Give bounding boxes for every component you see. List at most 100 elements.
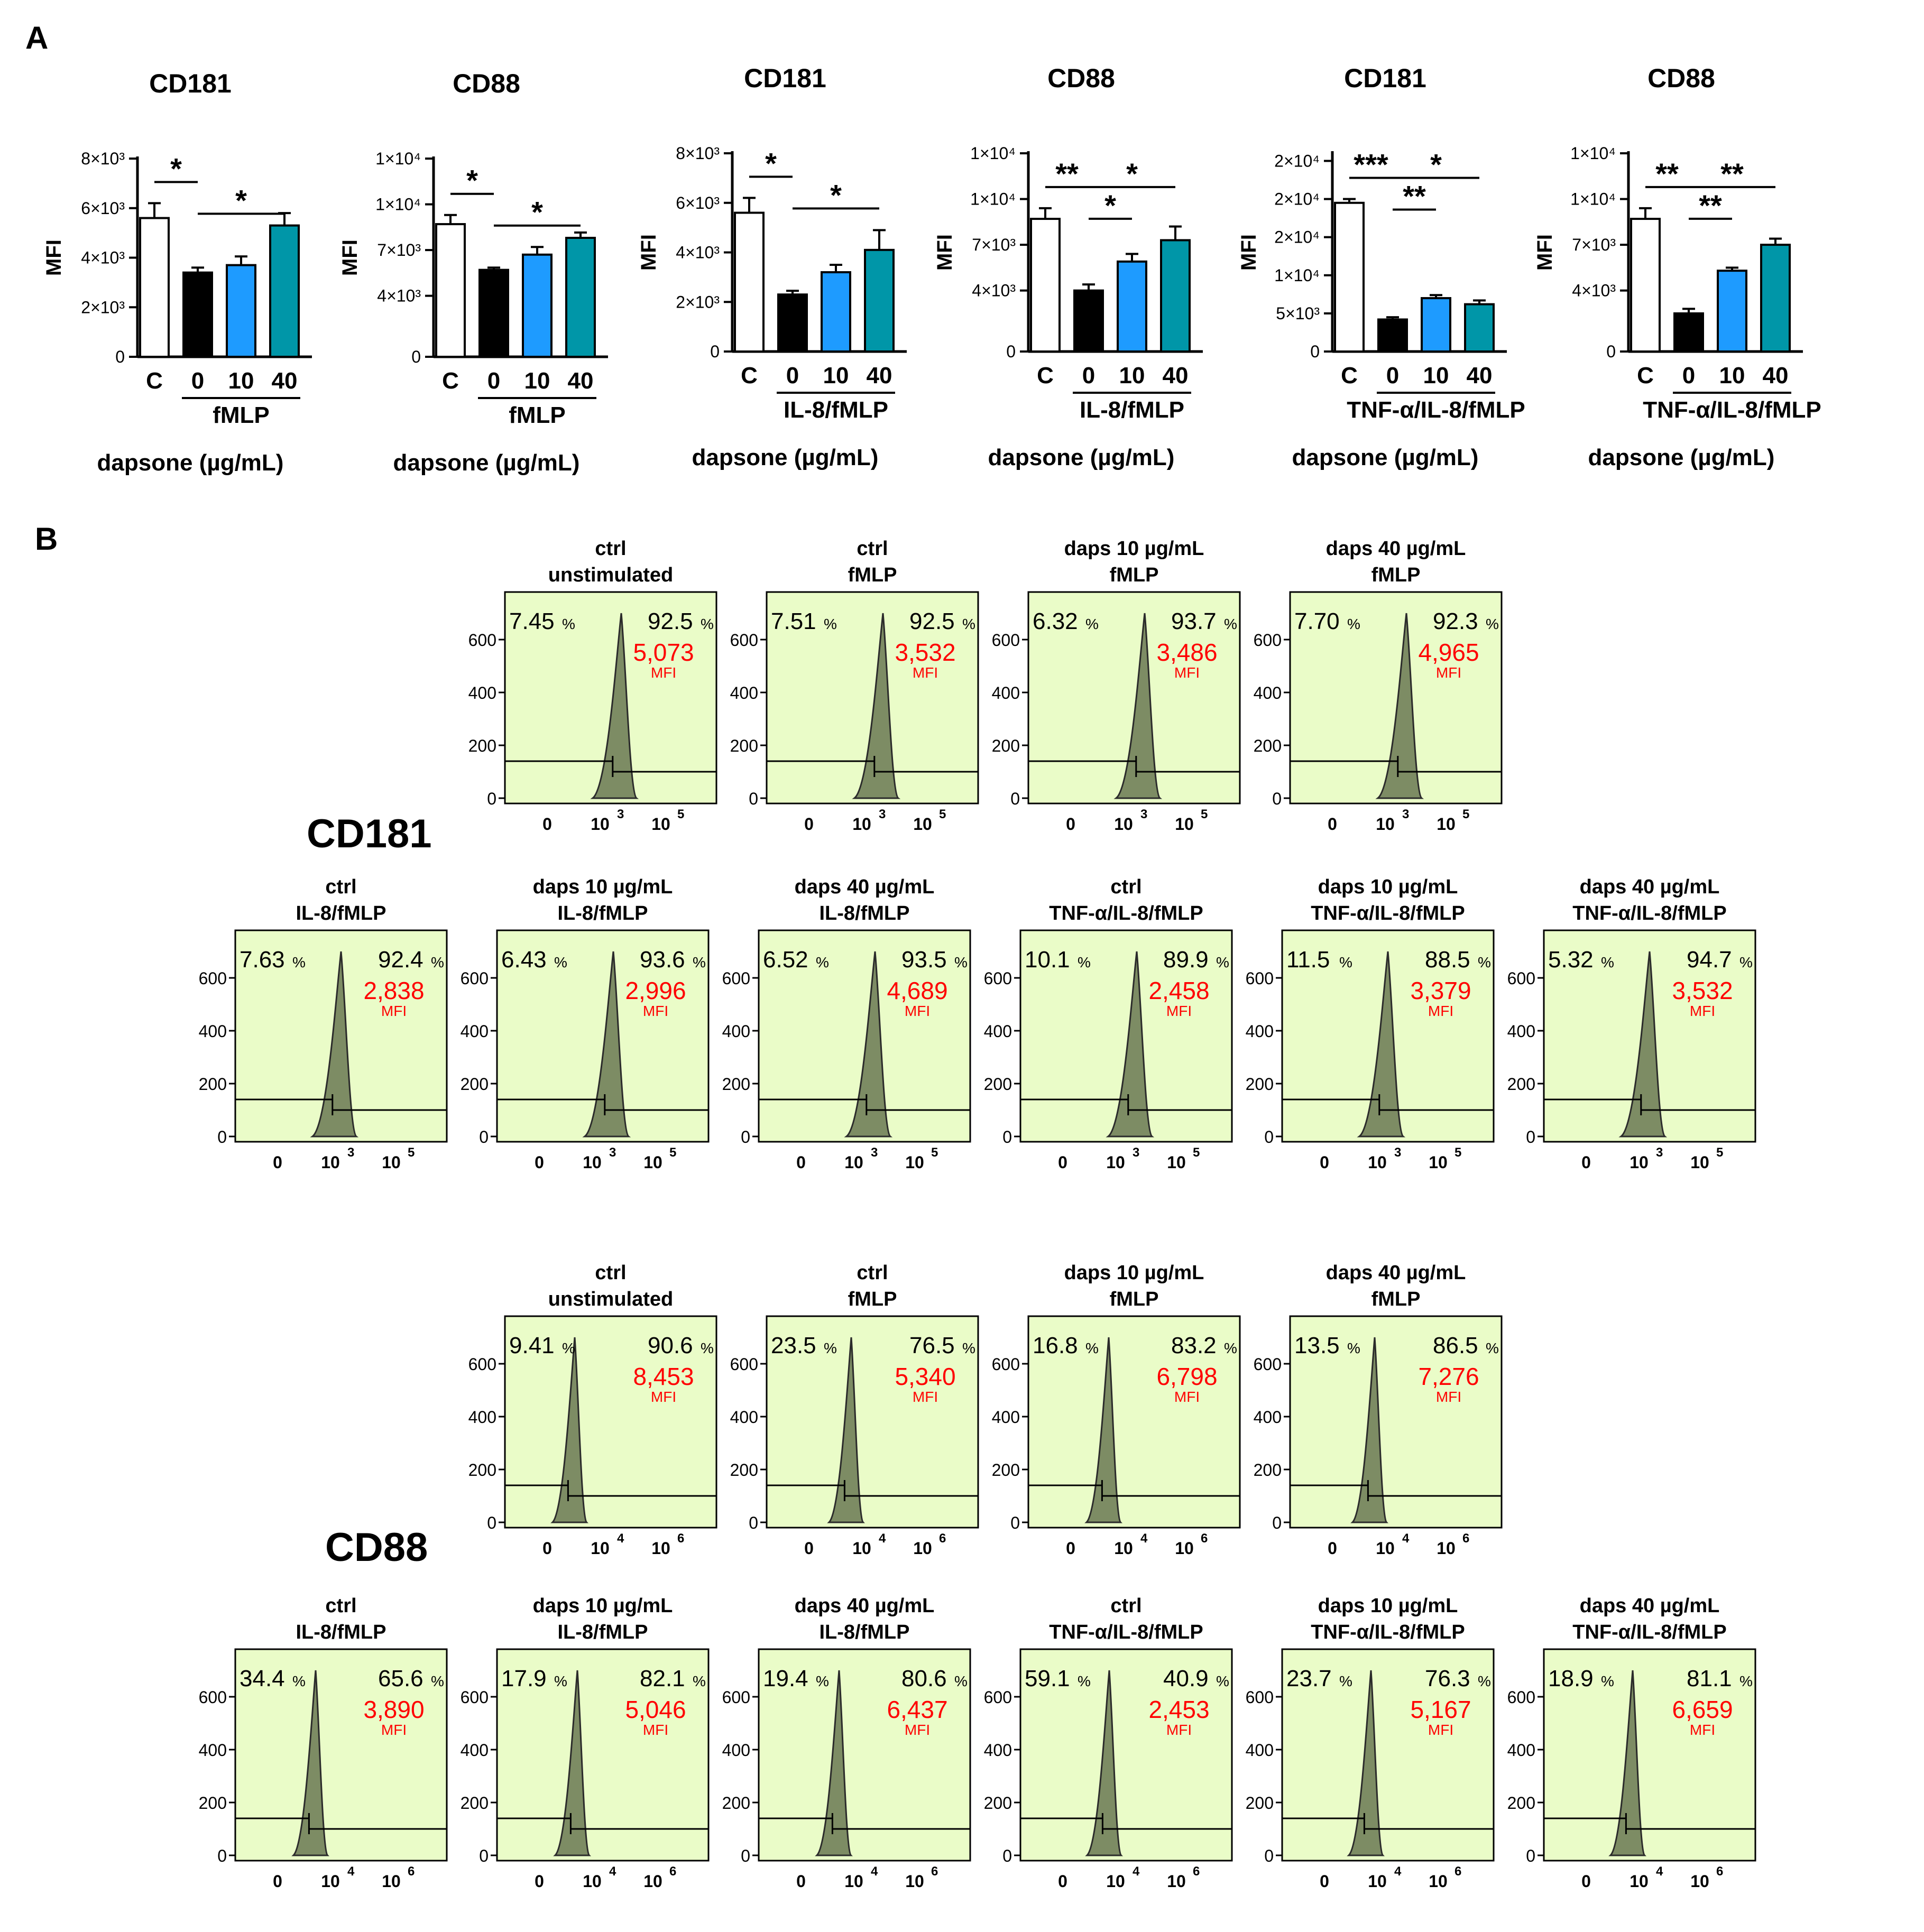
y-tick-label: 200 xyxy=(1254,736,1282,755)
x-tick-exponent: 3 xyxy=(1133,1145,1139,1160)
y-axis-label: MFI xyxy=(338,239,362,276)
histogram-title-line2: IL-8/fMLP xyxy=(296,1621,386,1643)
histogram-title-line1: daps 10 µg/mL xyxy=(1318,876,1458,898)
percent-unit: % xyxy=(1216,954,1229,970)
significance-stars: * xyxy=(830,178,842,211)
percent-unit: % xyxy=(954,1673,968,1689)
x-tick-label: 0 xyxy=(1328,1539,1337,1558)
mfi-label: MFI xyxy=(1174,1389,1200,1405)
y-tick-label: 400 xyxy=(468,683,496,702)
histogram-title-line2: fMLP xyxy=(848,1288,897,1310)
y-tick-label: 600 xyxy=(1254,631,1282,650)
x-tick-label: 10 xyxy=(1630,1153,1649,1172)
histogram-curve xyxy=(815,1670,853,1856)
y-tick-label: 4×10³ xyxy=(1572,281,1616,300)
histogram-curve xyxy=(1106,951,1155,1138)
y-tick-label: 200 xyxy=(722,1794,750,1813)
y-tick-label: 4×10³ xyxy=(377,286,421,306)
percent-unit: % xyxy=(1486,616,1499,632)
histogram-curve xyxy=(553,1670,591,1856)
group-label: fMLP xyxy=(509,402,566,428)
y-tick-label: 0 xyxy=(217,1127,227,1147)
y-tick-label: 200 xyxy=(992,1460,1020,1480)
histogram-title-line2: unstimulated xyxy=(548,1288,673,1310)
mfi-label: MFI xyxy=(643,1003,668,1019)
y-tick-label: 400 xyxy=(199,1022,227,1041)
percent-unit: % xyxy=(554,954,567,970)
y-tick-label: 600 xyxy=(1507,1688,1535,1707)
histogram-curve xyxy=(550,1337,588,1523)
x-category-label: C xyxy=(1341,363,1358,389)
percent-unit: % xyxy=(1224,616,1237,632)
histogram-title-line2: IL-8/fMLP xyxy=(558,1621,648,1643)
histogram-title-line1: ctrl xyxy=(857,1262,888,1284)
y-tick-label: 0 xyxy=(1010,1513,1020,1532)
mfi-value: 5,046 xyxy=(625,1696,686,1723)
percent-unit: % xyxy=(1486,1340,1499,1356)
cd88-histogram-6: daps 10 µg/mL IL-8/fMLP 0 200 400 600 17.9% 82.… xyxy=(461,1595,710,1891)
bar-40 xyxy=(565,237,596,358)
x-tick-exponent: 6 xyxy=(677,1531,684,1546)
x-tick-exponent: 4 xyxy=(617,1531,624,1546)
histogram-title-line1: ctrl xyxy=(595,538,626,560)
y-tick-label: 0 xyxy=(1006,342,1016,361)
histogram-title-line2: IL-8/fMLP xyxy=(820,902,910,925)
x-tick-exponent: 3 xyxy=(1656,1145,1663,1160)
y-tick-label: 0 xyxy=(741,1127,750,1147)
x-category-label: C xyxy=(1037,363,1054,389)
x-tick-label: 10 xyxy=(382,1872,401,1891)
x-tick-exponent: 3 xyxy=(1402,807,1409,821)
x-tick-label: 10 xyxy=(643,1872,662,1891)
bar-40 xyxy=(1464,303,1495,353)
x-tick-label: 10 xyxy=(913,815,932,834)
percent-negative: 11.5 xyxy=(1286,947,1330,973)
y-tick-label: 8×10³ xyxy=(81,149,125,168)
y-tick-label: 400 xyxy=(468,1408,496,1427)
percent-unit: % xyxy=(1347,616,1360,632)
histogram-title-line1: ctrl xyxy=(1110,1595,1141,1617)
mfi-label: MFI xyxy=(643,1722,668,1738)
x-tick-exponent: 3 xyxy=(1394,1145,1401,1160)
cd181-histogram-1: ctrl unstimulated 0 200 400 600 7.45% 92.5 % 5,07… xyxy=(468,538,717,834)
percent-negative: 9.41 xyxy=(509,1333,555,1358)
x-axis-title: dapsone (µg/mL) xyxy=(97,450,284,476)
x-category-label: 40 xyxy=(867,363,892,389)
x-tick-label: 10 xyxy=(1114,815,1133,834)
percent-positive: 81.1 xyxy=(1687,1666,1732,1691)
percent-unit: % xyxy=(1085,1340,1099,1356)
y-tick-label: 400 xyxy=(1246,1022,1274,1041)
x-tick-label: 10 xyxy=(1167,1872,1186,1891)
y-tick-label: 600 xyxy=(199,969,227,988)
y-tick-label: 600 xyxy=(722,1688,750,1707)
x-tick-label: 0 xyxy=(1581,1872,1591,1891)
x-category-label: C xyxy=(146,368,163,394)
histogram-title-line1: daps 40 µg/mL xyxy=(795,876,935,898)
y-tick-label: 200 xyxy=(199,1794,227,1813)
y-tick-label: 600 xyxy=(199,1688,227,1707)
histogram-plot-area xyxy=(1289,1315,1503,1529)
y-tick-label: 2×10⁴ xyxy=(1274,151,1320,170)
x-tick-exponent: 5 xyxy=(1454,1145,1461,1160)
x-tick-exponent: 4 xyxy=(1140,1531,1148,1546)
significance-stars: * xyxy=(235,183,247,217)
bar-0 xyxy=(1377,318,1408,353)
x-tick-label: 0 xyxy=(535,1153,544,1172)
y-axis-label: MFI xyxy=(42,239,66,276)
y-tick-label: 0 xyxy=(1526,1127,1535,1147)
y-tick-label: 400 xyxy=(1254,683,1282,702)
x-tick-exponent: 6 xyxy=(1454,1864,1461,1879)
cd88-histogram-4: daps 40 µg/mL fMLP 0 200 400 600 13.5% 86.5 % 7,2… xyxy=(1254,1262,1503,1558)
y-tick-label: 7×10³ xyxy=(972,235,1016,254)
x-tick-exponent: 6 xyxy=(1193,1864,1200,1879)
histogram-plot-area xyxy=(1019,1648,1233,1862)
x-tick-exponent: 5 xyxy=(408,1145,415,1160)
y-axis-label: MFI xyxy=(1533,234,1557,271)
x-tick-exponent: 4 xyxy=(871,1864,878,1879)
histogram-plot-area xyxy=(758,1648,971,1862)
histogram-title-line2: TNF-α/IL-8/fMLP xyxy=(1572,1621,1726,1643)
x-tick-exponent: 6 xyxy=(1462,1531,1469,1546)
percent-unit: % xyxy=(1224,1340,1237,1356)
y-tick-label: 1×10⁴ xyxy=(375,195,421,214)
percent-unit: % xyxy=(1478,954,1491,970)
percent-unit: % xyxy=(554,1673,567,1689)
